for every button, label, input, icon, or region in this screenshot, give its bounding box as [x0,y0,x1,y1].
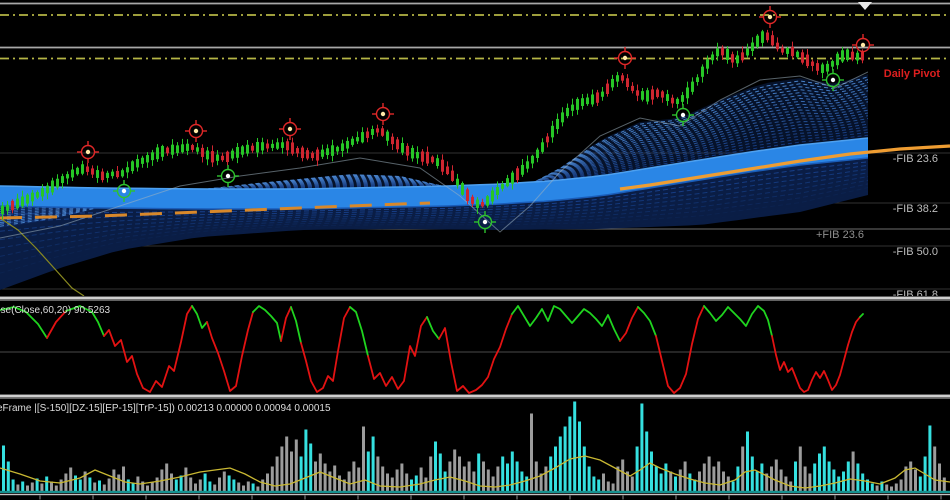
axis-line [0,493,950,496]
fib-plus-236-label: +FIB 23.6 [816,229,864,241]
swing-low-marker [113,180,135,202]
ma-ribbon-line [0,131,868,191]
ma-ribbon-line [0,123,868,196]
swing-low-marker [474,211,496,233]
ma-band [0,138,868,209]
oscillator-line [0,306,48,339]
volume-bars [2,401,946,492]
ma-band-edge [0,157,868,210]
separator-bar [0,297,950,300]
ma-ribbon-line [0,134,868,190]
ma-band-edge [0,137,868,190]
main-chart-panel[interactable] [0,2,950,296]
oscillator-indicator-label: ose(Close,60,20) 90.5263 [0,305,111,316]
ma-ribbon-line [0,129,868,192]
separator-edge [0,296,950,297]
ma-ribbon-line [0,168,868,232]
ma-ribbon-line [0,187,868,274]
fib-236-label: -FIB 23.6 [893,153,938,165]
fib-382-label: -FIB 38.2 [893,203,938,215]
oscillator-line [511,305,621,342]
histogram-indicator-label: eFrame |[S-150][DZ-15][EP-15][TrP-15]) 0… [0,403,331,414]
oscillator-line [280,306,292,342]
ma-ribbon-line [0,126,868,194]
oscillator-line [637,306,657,337]
oscillator-line [300,306,351,393]
oscillator-panel[interactable] [0,305,950,394]
swing-high-marker [372,103,394,125]
separator-edge [0,394,950,395]
oscillator-line [367,316,428,390]
ma-ribbon-line [0,183,868,266]
orange-support-line [0,201,431,220]
swing-high-marker [185,120,207,142]
signal-line [0,455,950,489]
ma-ribbon-line [0,172,868,241]
histogram-panel[interactable] [0,401,950,492]
swing-high-marker [77,141,99,163]
swing-high-marker [852,34,874,56]
separator-bar [0,395,950,398]
oscillator-line [46,310,67,339]
trend-curve [0,217,85,296]
panel-separator-2[interactable] [0,394,950,399]
fib-500-label: -FIB 50.0 [893,246,938,258]
oscillator-line [426,316,440,340]
ma-ribbon-line [0,161,868,215]
oscillator-line [619,306,639,342]
oscillator-line [252,305,282,342]
daily-pivot-label: Daily Pivot [884,68,941,80]
oscillator-line [290,306,302,344]
oscillator-line [703,305,773,337]
axis-baseline-strip [0,490,950,493]
panel-separator-1[interactable] [0,296,950,301]
oscillator-line [438,313,513,394]
oscillator-line [859,313,864,318]
ma-ribbon-line [0,120,868,198]
oscillator-line [771,316,861,393]
swing-low-marker [217,165,239,187]
swing-low-marker [672,104,694,126]
swing-low-marker [822,69,844,91]
separator-edge [0,299,950,301]
time-axis[interactable] [0,490,950,500]
ma-ribbon-line [0,179,868,257]
candlestick-series [1,29,864,220]
ma-ribbon-line [0,164,868,224]
separator-edge [0,397,950,399]
orange-ma-curve [619,144,950,191]
signal-triangle-marker [858,2,872,10]
ma-ribbon-line [0,190,868,283]
swing-high-marker [759,6,781,28]
oscillator-line [65,305,105,337]
oscillator-line [206,311,254,392]
oscillator-line [191,305,208,329]
oscillator-line [655,305,705,394]
oscillator-line [349,306,369,357]
ma-ribbon-line [0,176,868,249]
swing-high-marker [614,47,636,69]
swing-high-marker [279,118,301,140]
gray-ma-line [0,71,868,239]
oscillator-line [103,305,193,393]
